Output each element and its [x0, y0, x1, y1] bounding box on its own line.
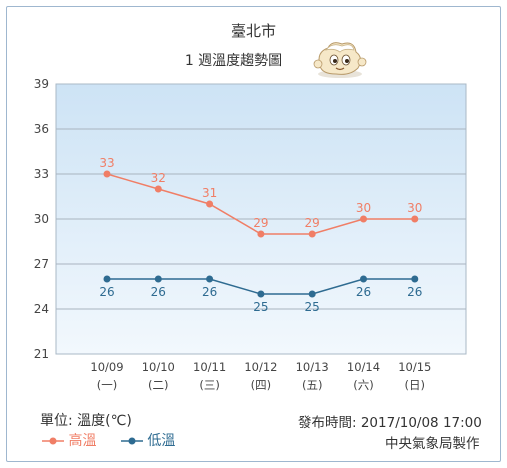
data-point[interactable] [360, 215, 367, 223]
y-tick-label: 39 [34, 77, 49, 91]
x-tick-label: 10/12 [244, 360, 277, 374]
x-weekday-label: (日) [405, 378, 425, 392]
y-tick-label: 21 [34, 347, 49, 361]
data-point[interactable] [154, 275, 162, 283]
data-point[interactable] [257, 290, 265, 298]
data-label: 26 [202, 285, 217, 299]
data-point[interactable] [411, 215, 419, 223]
x-axis-ticks: 10/09 (一) 10/10 (二) 10/11 (三) 10/12 (四) 10/13 (五)… [90, 360, 431, 392]
y-axis-ticks: 21 24 27 30 33 36 39 [34, 77, 49, 361]
unit-label: 單位: 溫度(℃) [40, 413, 132, 429]
chart-subtitle: 1 週溫度趨勢圖 [184, 53, 283, 69]
data-point[interactable] [257, 230, 265, 238]
data-label: 33 [99, 156, 114, 170]
x-weekday-label: (三) [199, 378, 219, 392]
x-tick-label: 10/10 [142, 360, 175, 374]
legend-item-high[interactable]: 高溫 [42, 430, 96, 450]
data-point[interactable] [411, 275, 419, 283]
data-point[interactable] [206, 275, 214, 283]
x-weekday-label: (五) [302, 378, 322, 392]
y-tick-label: 24 [34, 302, 49, 316]
x-weekday-label: (一) [97, 378, 117, 392]
legend: 高溫 低溫 [42, 430, 195, 450]
x-weekday-label: (二) [148, 378, 168, 392]
data-label: 32 [151, 171, 166, 185]
data-label: 26 [99, 285, 114, 299]
agency-credit: 中央氣象局製作 [385, 436, 480, 452]
legend-high-label: 高溫 [68, 433, 97, 449]
data-label: 26 [356, 285, 371, 299]
x-tick-label: 10/15 [398, 360, 431, 374]
mascot-icon [313, 42, 367, 78]
legend-high-marker [42, 437, 64, 445]
x-tick-label: 10/11 [193, 360, 226, 374]
data-label: 30 [407, 201, 422, 215]
publish-time: 發布時間: 2017/10/08 17:00 [298, 415, 482, 431]
legend-low-marker [120, 437, 143, 445]
data-label: 31 [202, 186, 217, 200]
data-point[interactable] [103, 275, 111, 283]
data-point[interactable] [360, 275, 367, 283]
x-weekday-label: (六) [353, 378, 373, 392]
data-label: 25 [305, 300, 320, 314]
data-label: 29 [305, 216, 320, 230]
data-label: 26 [151, 285, 166, 299]
data-label: 30 [356, 201, 371, 215]
y-tick-label: 30 [34, 212, 49, 226]
data-point[interactable] [206, 200, 214, 208]
data-label: 26 [407, 285, 422, 299]
data-point[interactable] [308, 290, 316, 298]
y-tick-label: 27 [34, 257, 49, 271]
y-tick-label: 36 [34, 122, 49, 136]
legend-item-low[interactable]: 低溫 [120, 430, 176, 450]
data-label: 29 [253, 216, 268, 230]
x-weekday-label: (四) [251, 378, 271, 392]
data-label: 25 [253, 300, 268, 314]
x-tick-label: 10/13 [296, 360, 329, 374]
city-title: 臺北市 [230, 22, 276, 40]
series-layer: 33 32 31 29 29 30 30 26 26 26 25 25 26 26 [99, 156, 422, 314]
data-point[interactable] [308, 230, 316, 238]
data-point[interactable] [103, 170, 111, 178]
y-tick-label: 33 [34, 167, 49, 181]
legend-low-label: 低溫 [147, 433, 176, 449]
data-point[interactable] [154, 185, 162, 193]
x-tick-label: 10/09 [90, 360, 123, 374]
x-tick-label: 10/14 [347, 360, 380, 374]
